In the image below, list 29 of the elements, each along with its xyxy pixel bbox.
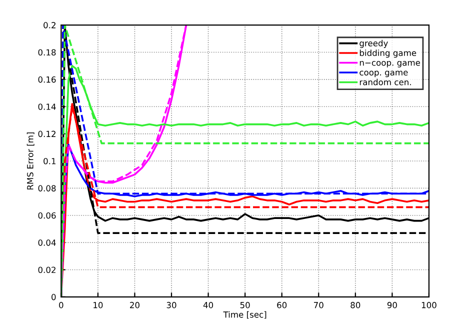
x-tick-label: 80 <box>350 302 360 308</box>
y-axis-title: RMS Error [m] <box>26 132 34 190</box>
legend-label: bidding game <box>360 50 416 58</box>
x-tick-label: 0 <box>59 302 64 308</box>
legend-label: random cen. <box>360 78 411 86</box>
x-tick-label: 60 <box>277 302 287 308</box>
y-tick-label: 0.1 <box>44 158 56 164</box>
y-tick-label: 0 <box>52 294 56 300</box>
x-tick-label: 30 <box>166 302 176 308</box>
legend-label: greedy <box>360 40 388 48</box>
y-tick-label: 0.08 <box>38 185 56 192</box>
y-tick-label: 0.04 <box>38 240 56 246</box>
y-tick-label: 0.06 <box>38 212 56 219</box>
legend-label: n−coop. game <box>360 61 420 68</box>
x-tick-label: 100 <box>422 302 436 308</box>
x-tick-label: 10 <box>94 302 103 308</box>
x-tick-label: 70 <box>314 302 324 308</box>
x-axis-title: Time [sec] <box>223 311 266 319</box>
y-tick-label: 0.02 <box>38 266 56 274</box>
y-tick-label: 0.14 <box>38 104 56 110</box>
y-tick-label: 0.18 <box>38 49 56 56</box>
legend-label: coop. game <box>360 70 408 78</box>
x-tick-label: 50 <box>240 302 250 308</box>
y-tick-label: 0.2 <box>44 22 56 28</box>
x-tick-label: 20 <box>130 302 140 308</box>
y-tick-label: 0.12 <box>38 130 56 138</box>
x-tick-label: 40 <box>203 302 214 308</box>
x-tick-label: 90 <box>387 302 397 308</box>
y-tick-label: 0.16 <box>38 76 56 83</box>
